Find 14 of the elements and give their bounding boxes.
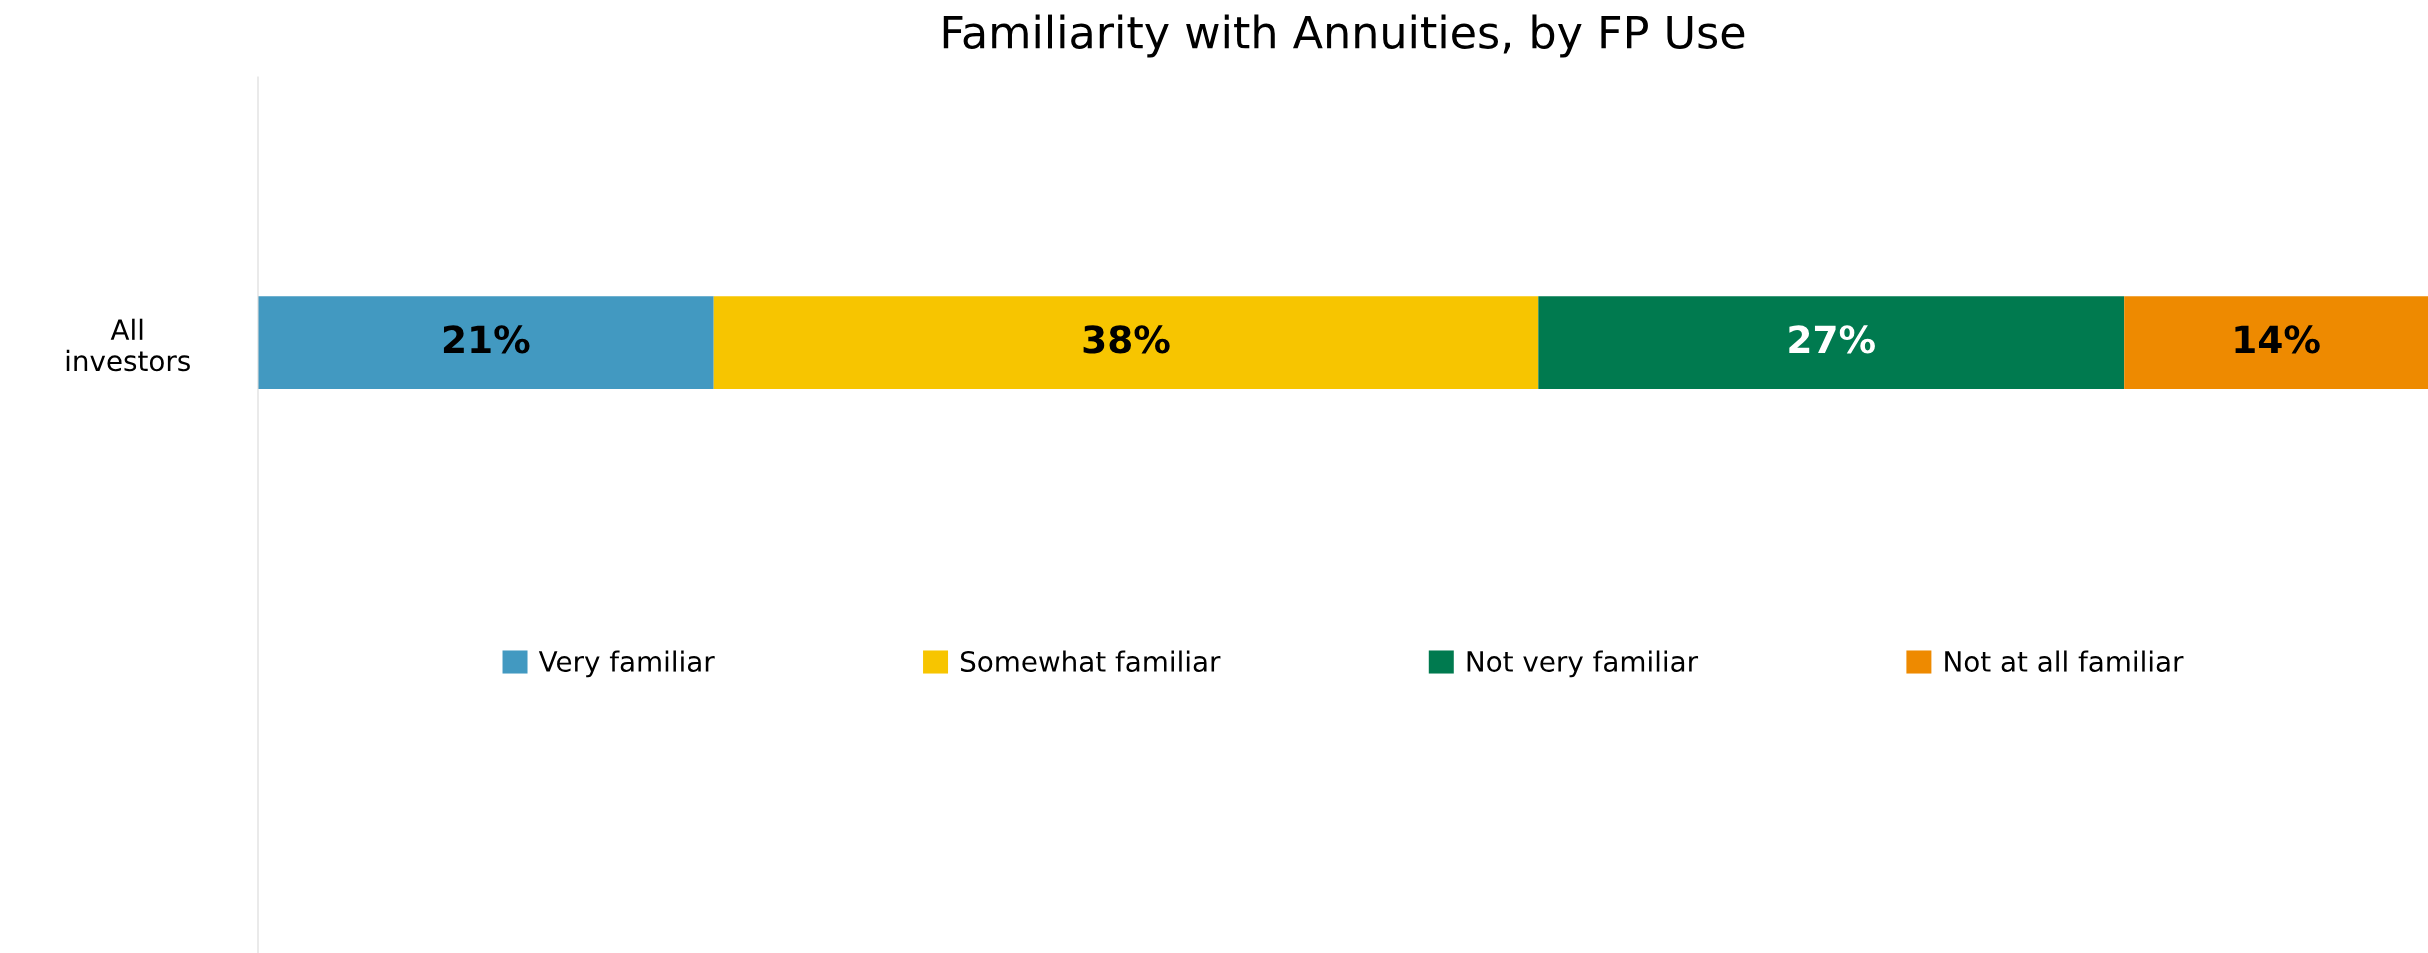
legend-label: Somewhat familiar <box>960 650 1221 672</box>
legend-label: Not very familiar <box>1467 650 1699 678</box>
data-label: 21% <box>443 325 530 354</box>
data-label: 38% <box>1083 325 1170 354</box>
data-label: 14% <box>2235 325 2320 354</box>
bar <box>713 296 1539 390</box>
bar <box>2124 296 2428 390</box>
legend-label: Very familiar <box>538 650 715 678</box>
chart-title: Familiarity with Annuities, by FP Use <box>943 14 1745 58</box>
legend-label: Not at all familiar <box>1945 650 2184 672</box>
bar <box>1538 296 2125 390</box>
bar <box>258 296 714 390</box>
data-label: 27% <box>1789 325 1875 354</box>
y-tick-label: All investors <box>66 318 190 372</box>
